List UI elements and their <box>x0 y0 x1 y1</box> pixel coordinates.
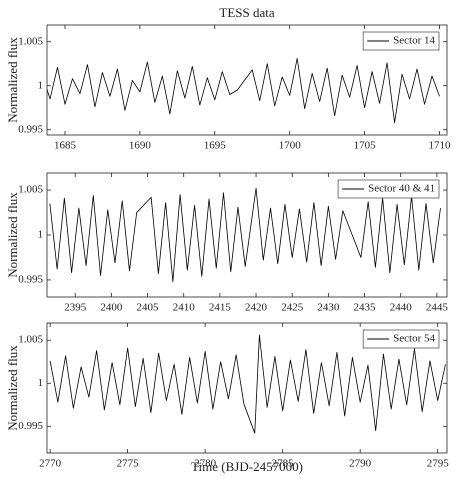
x-tick-label: 2395 <box>64 302 87 314</box>
legend-box <box>362 329 440 349</box>
x-tick-label: 2415 <box>209 302 232 314</box>
x-tick-label: 1690 <box>129 140 152 152</box>
y-tick-label: 1 <box>38 229 44 241</box>
y-axis-label: Normalized flux <box>5 345 20 431</box>
legend-box <box>337 179 440 199</box>
x-tick-label: 2780 <box>194 458 217 470</box>
y-axis-label: Normalized flux <box>5 37 20 123</box>
y-tick-label: 0.995 <box>18 123 43 135</box>
x-tick-label: 2770 <box>39 458 62 470</box>
y-tick-label: 1 <box>38 79 44 91</box>
x-tick-label: 1685 <box>54 140 77 152</box>
y-tick-label: 1.005 <box>18 35 43 47</box>
legend-label: Sector 14 <box>393 35 435 47</box>
x-tick-label: 2410 <box>173 302 196 314</box>
y-axis-label: Normalized flux <box>5 192 20 278</box>
x-tick-label: 1710 <box>429 140 452 152</box>
x-tick-label: 2795 <box>427 458 450 470</box>
x-tick-label: 2430 <box>317 302 340 314</box>
legend: Sector 14 <box>362 31 440 51</box>
data-line <box>49 187 441 283</box>
x-axis-label: Time (BJD-2457000) <box>191 459 303 474</box>
y-tick-label: 1.005 <box>18 184 43 196</box>
x-tick-label: 2405 <box>137 302 160 314</box>
plot <box>49 334 446 434</box>
data-line <box>49 334 446 434</box>
x-tick-label: 2425 <box>281 302 304 314</box>
x-tick-label: 1695 <box>204 140 227 152</box>
y-tick-label: 1 <box>38 377 44 389</box>
x-tick-label: 1705 <box>354 140 377 152</box>
legend: Sector 40 & 41 <box>337 179 440 199</box>
x-tick-label: 1700 <box>279 140 302 152</box>
x-tick-label: 2775 <box>117 458 140 470</box>
y-tick-label: 0.995 <box>18 420 43 432</box>
x-tick-label: 2440 <box>390 302 413 314</box>
plot-frame <box>46 24 448 136</box>
plot <box>47 58 440 124</box>
y-tick-label: 1.005 <box>18 334 43 346</box>
y-tick-label: 0.995 <box>18 273 43 285</box>
x-tick-label: 2785 <box>272 458 295 470</box>
legend: Sector 54 <box>362 329 440 349</box>
x-tick-label: 2445 <box>426 302 449 314</box>
legend-label: Sector 40 & 41 <box>368 183 435 195</box>
x-tick-label: 2400 <box>100 302 123 314</box>
x-tick-label: 2790 <box>349 458 372 470</box>
legend-label: Sector 54 <box>393 333 435 345</box>
data-line <box>47 58 440 124</box>
legend-box <box>362 31 440 51</box>
chart-title: TESS data <box>219 5 274 20</box>
x-tick-label: 2435 <box>354 302 377 314</box>
x-tick-label: 2420 <box>245 302 268 314</box>
plot-frame <box>46 322 448 454</box>
plot <box>49 187 441 283</box>
